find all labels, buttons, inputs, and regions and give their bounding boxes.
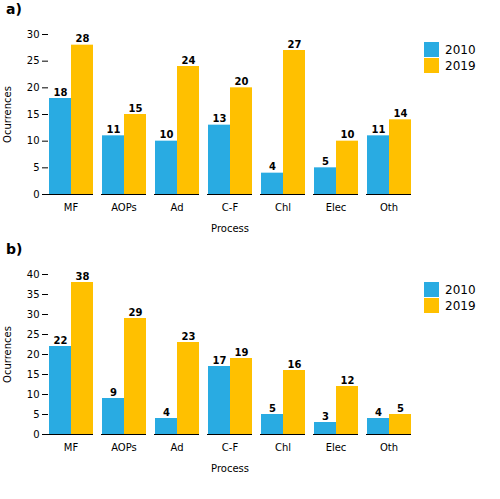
svg-text:10: 10 [27,389,40,400]
svg-text:14: 14 [394,108,408,119]
svg-text:10: 10 [160,129,174,140]
svg-text:20: 20 [27,349,40,360]
svg-text:0: 0 [33,189,39,200]
html-text:2019: 2019 [445,58,476,73]
svg-text:27: 27 [288,39,302,50]
svg-text:Elec: Elec [326,442,347,453]
svg-text:AOPs: AOPs [111,202,137,213]
svg-text:22: 22 [54,335,68,346]
svg-text:Ocurrences: Ocurrences [2,86,13,143]
svg-text:Chl: Chl [275,442,291,453]
svg-text:5: 5 [33,162,39,173]
svg-text:Chl: Chl [275,202,291,213]
svg-text:20: 20 [235,76,249,87]
svg-text:Process: Process [211,463,249,474]
svg-text:15: 15 [129,103,143,114]
svg-text:C-F: C-F [222,202,239,213]
svg-text:24: 24 [182,55,196,66]
svg-text:4: 4 [163,407,170,418]
html-text:b): b) [6,241,23,257]
html-text:2010: 2010 [445,42,476,57]
svg-text:17: 17 [213,355,227,366]
svg-text:16: 16 [288,359,302,370]
svg-text:0: 0 [33,429,39,440]
svg-text:11: 11 [372,124,386,135]
svg-text:C-F: C-F [222,442,239,453]
html-text:a): a) [6,1,22,17]
svg-text:18: 18 [54,87,68,98]
svg-text:Ad: Ad [170,442,183,453]
svg-text:25: 25 [27,55,40,66]
svg-text:3: 3 [322,411,329,422]
svg-text:Ad: Ad [170,202,183,213]
svg-text:5: 5 [33,409,39,420]
svg-text:15: 15 [27,109,40,120]
svg-text:12: 12 [341,375,355,386]
svg-text:11: 11 [107,124,121,135]
svg-text:Ocurrences: Ocurrences [2,326,13,383]
svg-text:Oth: Oth [380,202,398,213]
svg-text:23: 23 [182,331,196,342]
svg-text:30: 30 [27,29,40,40]
svg-text:5: 5 [269,403,276,414]
svg-text:5: 5 [397,403,404,414]
svg-text:MF: MF [64,442,79,453]
svg-text:Elec: Elec [326,202,347,213]
svg-text:10: 10 [27,135,40,146]
svg-text:4: 4 [375,407,382,418]
svg-text:5: 5 [322,156,329,167]
svg-text:29: 29 [129,307,143,318]
svg-text:20: 20 [27,82,40,93]
svg-text:25: 25 [27,329,40,340]
svg-text:40: 40 [27,269,40,280]
svg-text:15: 15 [27,369,40,380]
svg-text:10: 10 [341,129,355,140]
svg-text:Oth: Oth [380,442,398,453]
svg-text:35: 35 [27,289,40,300]
svg-text:38: 38 [76,271,90,282]
svg-text:Process: Process [211,223,249,234]
html-text:2019: 2019 [445,298,476,313]
svg-text:AOPs: AOPs [111,442,137,453]
svg-text:4: 4 [269,161,276,172]
svg-text:19: 19 [235,347,249,358]
html-text:2010: 2010 [445,282,476,297]
svg-text:30: 30 [27,309,40,320]
svg-text:13: 13 [213,113,227,124]
svg-text:28: 28 [76,33,90,44]
svg-text:9: 9 [110,387,117,398]
svg-text:MF: MF [64,202,79,213]
